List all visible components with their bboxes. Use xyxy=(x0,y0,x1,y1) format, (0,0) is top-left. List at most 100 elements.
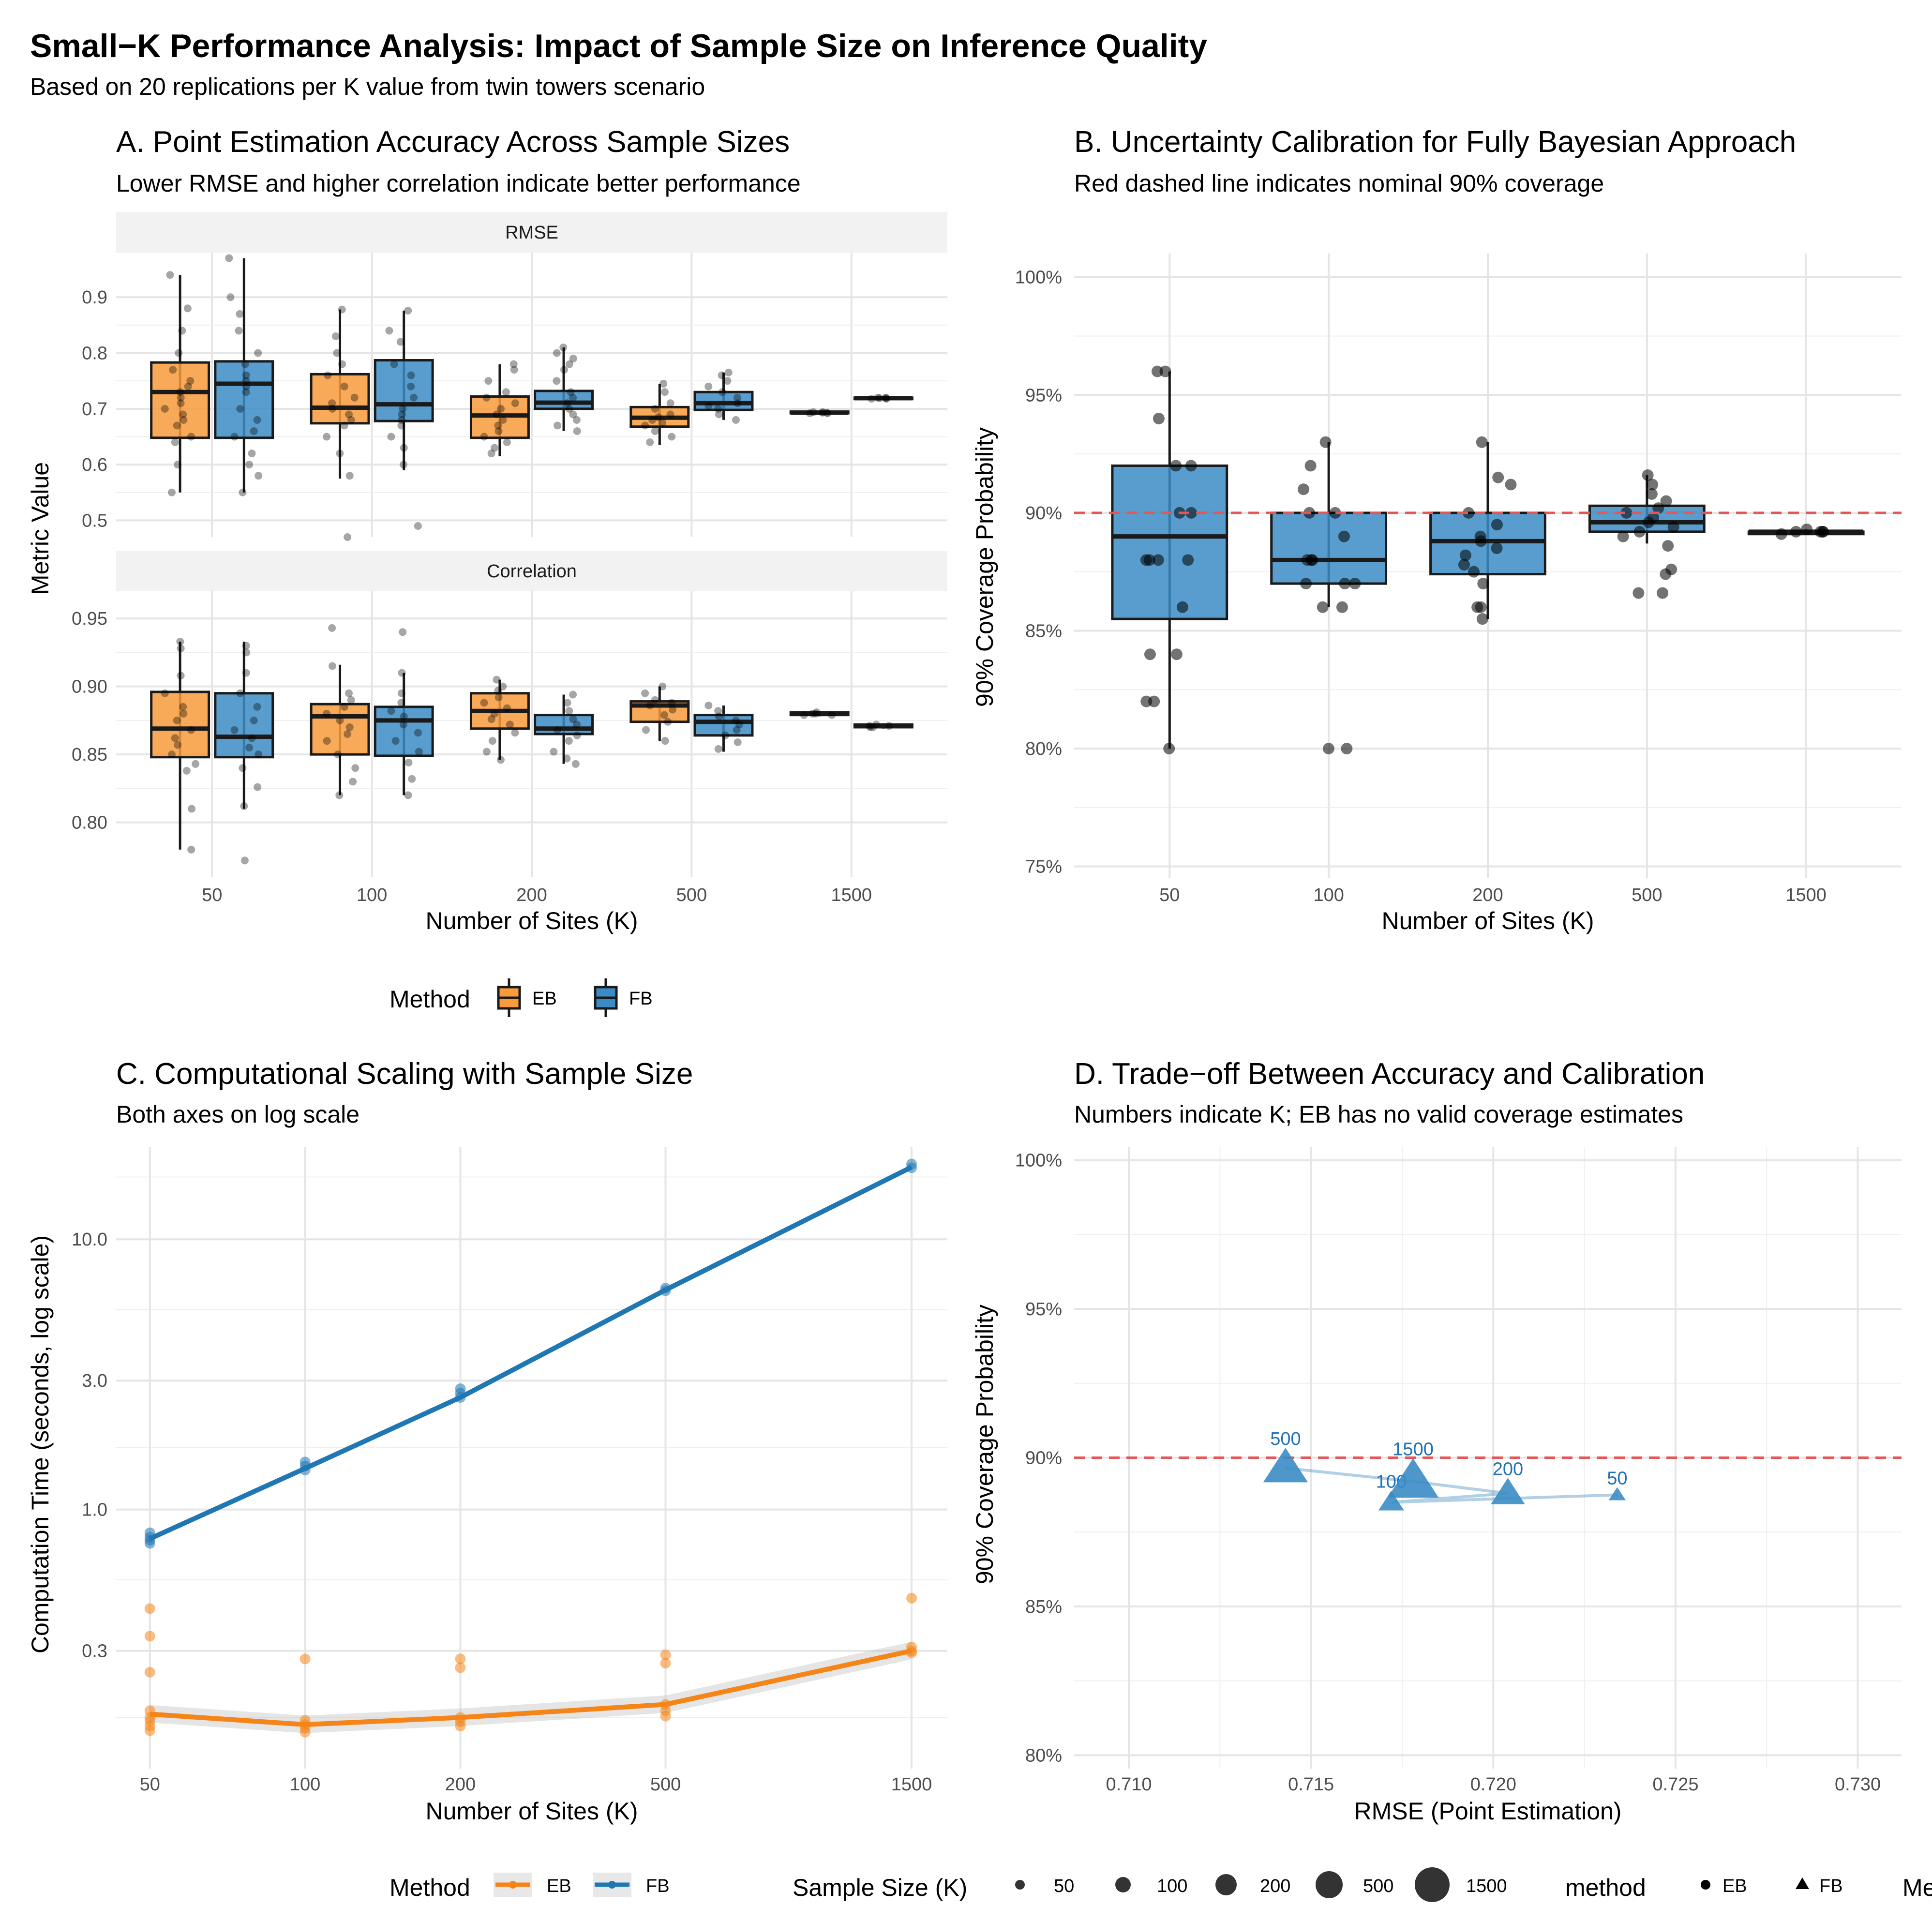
x-tick-label: 200 xyxy=(1472,885,1503,905)
jitter-point xyxy=(336,716,344,724)
jitter-point xyxy=(1643,516,1655,528)
jitter-point xyxy=(414,522,422,530)
x-tick-label: 1500 xyxy=(1785,885,1827,905)
jitter-point xyxy=(669,705,677,714)
y-tick-label: 100% xyxy=(1015,268,1062,288)
box-EB-50 xyxy=(150,271,210,496)
jitter-point xyxy=(400,712,408,720)
y-tick-label: 3.0 xyxy=(82,1371,107,1391)
jitter-point xyxy=(1170,648,1183,660)
jitter-point xyxy=(328,624,336,632)
jitter-point xyxy=(869,723,877,731)
jitter-point xyxy=(480,699,488,707)
jitter-point xyxy=(569,715,577,723)
panel-d-title: D. Trade−off Between Accuracy and Calibr… xyxy=(1074,1057,1705,1091)
jitter-point xyxy=(1336,601,1348,613)
panel-c-title: C. Computational Scaling with Sample Siz… xyxy=(116,1057,693,1091)
box-body xyxy=(534,714,594,735)
scatter-point-K50 xyxy=(1608,1487,1626,1501)
box-body xyxy=(310,373,370,425)
jitter-point xyxy=(407,382,415,390)
jitter-point xyxy=(176,388,184,396)
legend-shape-key-triangle xyxy=(1796,1877,1809,1889)
box-FB-500 xyxy=(693,368,754,424)
jitter-point xyxy=(734,738,742,746)
jitter-point xyxy=(735,720,743,729)
jitter-point xyxy=(345,472,354,480)
jitter-point xyxy=(1176,601,1188,613)
x-tick-label: 500 xyxy=(650,1774,681,1795)
panel-b-marks xyxy=(1074,365,1902,755)
y-tick-label: 85% xyxy=(1025,1597,1062,1617)
box-EB-500 xyxy=(629,379,690,446)
jitter-point xyxy=(487,450,495,458)
jitter-point xyxy=(407,371,415,379)
data-point-EB xyxy=(144,1666,155,1678)
jitter-point xyxy=(1301,554,1313,566)
jitter-point xyxy=(668,433,676,441)
y-tick-label: 0.85 xyxy=(72,745,107,765)
jitter-point xyxy=(1163,743,1175,755)
jitter-point xyxy=(800,711,808,719)
jitter-point xyxy=(250,427,258,435)
scatter-label-K200: 200 xyxy=(1493,1459,1523,1479)
jitter-point xyxy=(331,332,340,340)
jitter-point xyxy=(236,405,244,413)
legend-key-point xyxy=(608,1881,616,1889)
legend-shape-label: FB xyxy=(1819,1876,1843,1896)
y-tick-label: 95% xyxy=(1025,385,1062,405)
jitter-point xyxy=(666,410,674,419)
jitter-point xyxy=(565,405,573,413)
jitter-point xyxy=(659,419,667,427)
legend-bottom: Method Sample Size (K) method Me EB FB 50 1… xyxy=(389,1867,1932,1902)
jitter-point xyxy=(408,775,416,783)
legend-bottom-size-title: Sample Size (K) xyxy=(793,1874,967,1901)
facet-label-correlation: Correlation xyxy=(487,561,577,582)
jitter-point xyxy=(1458,559,1470,571)
box-body xyxy=(150,690,210,759)
x-tick-label: 1500 xyxy=(891,1774,932,1795)
jitter-point xyxy=(506,720,514,729)
jitter-point xyxy=(563,754,571,763)
jitter-point xyxy=(1476,436,1488,448)
x-tick-label: 100 xyxy=(290,1774,320,1795)
jitter-point xyxy=(1633,525,1646,538)
jitter-point xyxy=(668,699,676,707)
jitter-point xyxy=(399,461,407,469)
jitter-point xyxy=(344,730,352,738)
jitter-point xyxy=(494,693,503,702)
jitter-point xyxy=(704,402,713,410)
data-point-EB xyxy=(906,1592,917,1604)
jitter-point xyxy=(704,702,713,709)
jitter-point xyxy=(183,304,192,313)
legend-size-key-500 xyxy=(1316,1871,1343,1898)
jitter-point xyxy=(883,395,891,403)
scatter-point-K500 xyxy=(1263,1448,1308,1483)
y-tick-label: 75% xyxy=(1025,857,1062,877)
trend-line-FB xyxy=(149,1165,913,1541)
x-tick-label: 50 xyxy=(140,1774,160,1795)
jitter-point xyxy=(404,306,412,315)
jitter-point xyxy=(253,416,261,424)
jitter-point xyxy=(338,360,346,368)
jitter-point xyxy=(882,394,890,402)
jitter-point xyxy=(250,716,258,724)
jitter-point xyxy=(493,675,501,684)
jitter-point xyxy=(487,715,495,723)
legend-key-point xyxy=(509,1881,517,1889)
jitter-point xyxy=(1477,578,1489,590)
jitter-point xyxy=(1298,483,1310,495)
jitter-point xyxy=(235,327,243,335)
jitter-point xyxy=(812,709,820,718)
jitter-point xyxy=(1790,525,1802,538)
jitter-point xyxy=(1153,413,1165,425)
data-point-EB xyxy=(144,1603,155,1614)
jitter-point xyxy=(328,399,336,407)
legend-line-key-EB: EB xyxy=(494,1873,571,1897)
jitter-point xyxy=(242,388,250,396)
jitter-point xyxy=(323,709,331,718)
jitter-point xyxy=(566,360,574,368)
jitter-point xyxy=(1632,587,1645,599)
panel-b-title: B. Uncertainty Calibration for Fully Bay… xyxy=(1074,125,1796,159)
